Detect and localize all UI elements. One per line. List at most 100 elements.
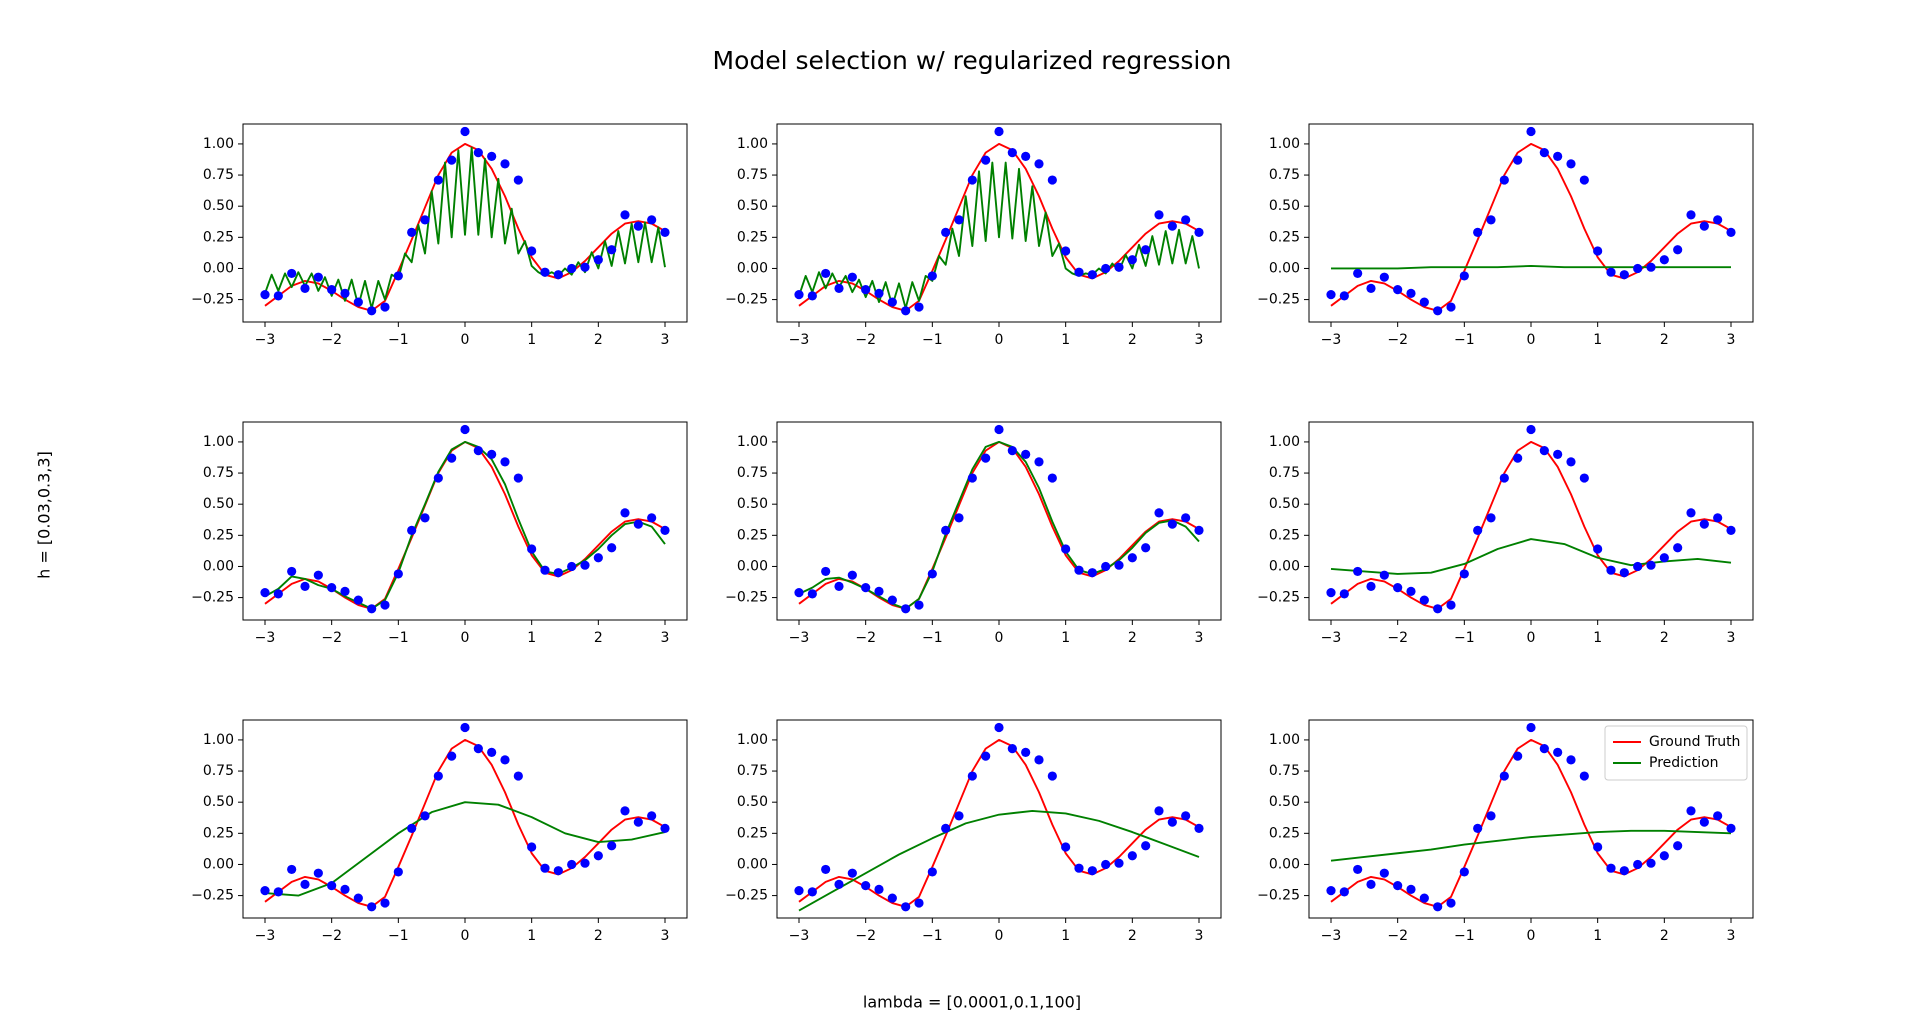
plot-area — [794, 126, 1204, 316]
line — [264, 440, 666, 610]
data-point — [1087, 866, 1097, 876]
data-point — [1353, 566, 1363, 577]
y-tick-label: −0.25 — [725, 292, 768, 308]
x-tick-label: 1 — [527, 630, 536, 646]
data-point — [1713, 513, 1723, 523]
y-tick-label: 0.75 — [737, 763, 768, 779]
data-point — [287, 566, 297, 577]
subplot: −3 −2 −1 0 1 2 3 −0.25 0.00 0.25 0.50 0.75 1.00 — [191, 719, 688, 944]
data-point — [340, 288, 350, 298]
data-point — [1034, 457, 1044, 467]
data-point — [300, 581, 310, 591]
data-point — [580, 560, 590, 570]
data-point — [647, 811, 657, 821]
data-point — [340, 586, 350, 596]
data-point — [1419, 595, 1429, 605]
data-point — [393, 569, 403, 579]
data-point — [1167, 221, 1177, 231]
data-point — [407, 823, 417, 833]
data-point — [1419, 893, 1429, 903]
data-point — [1141, 543, 1151, 553]
x-tick-label: 0 — [461, 332, 470, 348]
data-point — [1141, 245, 1151, 255]
data-point — [567, 859, 577, 870]
data-point — [367, 306, 377, 316]
data-point — [273, 291, 283, 301]
x-tick-label: −1 — [1454, 332, 1475, 348]
axes-frame — [776, 123, 1222, 323]
data-point — [1726, 227, 1736, 237]
data-point — [353, 893, 363, 903]
data-point — [887, 297, 897, 307]
data-point — [1379, 272, 1389, 282]
data-point — [1513, 453, 1523, 463]
subplot: −3 −2 −1 0 1 2 3 −0.25 0.00 0.25 0.50 0.75 1.00 — [725, 123, 1222, 348]
data-point — [633, 817, 643, 827]
y-tick-label: 0.50 — [203, 496, 234, 512]
data-point — [1007, 744, 1017, 754]
y-tick-label: 0.50 — [1269, 198, 1300, 214]
data-point — [1526, 126, 1536, 137]
data-point — [1114, 858, 1124, 868]
data-point — [1486, 215, 1496, 225]
data-point — [567, 561, 577, 572]
x-tick-label: −1 — [1454, 928, 1475, 944]
y-tick-label: 1.00 — [737, 434, 768, 450]
data-point — [607, 245, 617, 255]
data-point — [380, 302, 390, 312]
data-point — [567, 263, 577, 274]
data-point — [1713, 215, 1723, 225]
legend-label: Ground Truth — [1649, 734, 1740, 750]
data-point — [1699, 519, 1709, 529]
y-tick-label: 0.50 — [737, 496, 768, 512]
data-point — [1101, 561, 1111, 572]
data-point — [553, 270, 563, 280]
y-tick-label: 0.25 — [737, 527, 768, 543]
data-point — [540, 267, 550, 277]
y-tick-label: 0.00 — [203, 856, 234, 872]
data-point — [994, 722, 1004, 733]
axes-frame — [242, 123, 688, 323]
x-tick-label: 3 — [1727, 928, 1736, 944]
data-point — [327, 881, 337, 891]
data-point — [941, 823, 951, 833]
y-tick-label: −0.25 — [725, 888, 768, 904]
data-point — [487, 449, 497, 459]
data-point — [287, 864, 297, 875]
data-point — [887, 595, 897, 605]
plot-area — [1326, 424, 1736, 614]
data-point — [500, 755, 510, 765]
y-tick-label: 0.50 — [203, 794, 234, 810]
data-point — [954, 215, 964, 225]
data-point — [460, 722, 470, 733]
y-tick-label: −0.25 — [191, 590, 234, 606]
line — [798, 440, 1200, 610]
data-point — [847, 868, 857, 878]
data-point — [1154, 210, 1164, 220]
data-point — [1659, 255, 1669, 265]
data-point — [941, 525, 951, 535]
x-tick-label: −3 — [255, 630, 276, 646]
x-tick-label: 2 — [594, 332, 603, 348]
data-point — [967, 771, 977, 781]
subplot: −3 −2 −1 0 1 2 3 −0.25 0.00 0.25 0.50 0.75 1.00 — [1257, 421, 1754, 646]
data-point — [593, 255, 603, 265]
data-point — [807, 887, 817, 897]
data-point — [1686, 210, 1696, 220]
data-point — [1539, 446, 1549, 456]
data-point — [1087, 270, 1097, 280]
x-tick-label: 1 — [1593, 630, 1602, 646]
data-point — [1433, 902, 1443, 912]
data-point — [393, 867, 403, 877]
data-point — [1619, 568, 1629, 578]
axes-frame — [776, 421, 1222, 621]
line — [798, 738, 1200, 908]
data-point — [487, 151, 497, 161]
x-tick-label: −1 — [1454, 630, 1475, 646]
data-point — [447, 453, 457, 463]
y-tick-label: 0.25 — [203, 527, 234, 543]
x-tick-label: 0 — [1527, 630, 1536, 646]
y-tick-label: 1.00 — [737, 136, 768, 152]
data-point — [540, 863, 550, 873]
data-point — [1181, 215, 1191, 225]
